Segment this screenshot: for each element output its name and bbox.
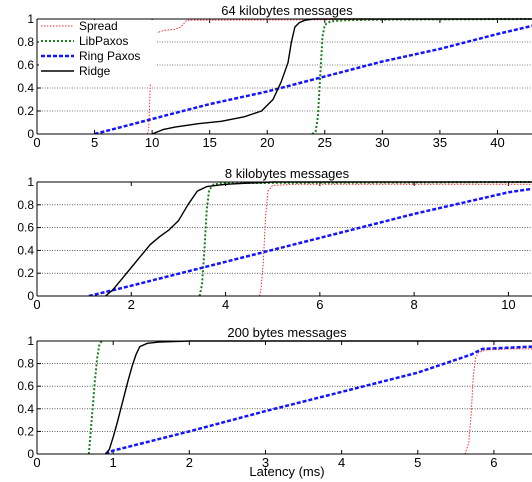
- x-tick-label: 15: [202, 135, 216, 150]
- y-tick-label: 0.6: [17, 58, 34, 72]
- x-tick-label: 20: [260, 135, 274, 150]
- x-tick-label: 3: [262, 455, 269, 470]
- legend-label: Spread: [79, 19, 118, 33]
- y-tick-label: 0.8: [17, 357, 34, 371]
- series-line-ridge: [151, 18, 532, 134]
- series-group: [94, 18, 532, 134]
- y-tick-label: 0.8: [17, 35, 34, 49]
- series-line-spread: [464, 348, 532, 454]
- y-tick-label: 0.2: [17, 424, 34, 438]
- legend-label: Ridge: [79, 64, 111, 78]
- series-line-libpaxos: [87, 340, 103, 454]
- series-line-spread: [147, 18, 532, 134]
- legend-label: LibPaxos: [79, 34, 128, 48]
- x-tick-label: 0: [33, 135, 40, 150]
- series-line-spread: [259, 183, 532, 296]
- legend-label: Ring Paxos: [79, 49, 140, 63]
- legend-background: [39, 20, 157, 84]
- series-line-ring-paxos: [94, 24, 532, 134]
- y-tick-label: 0.6: [17, 379, 34, 393]
- chart-title: 64 kilobytes messages: [221, 3, 353, 18]
- x-tick-label: 35: [433, 135, 447, 150]
- y-tick-label: 0.4: [17, 81, 34, 95]
- series-line-ring-paxos: [104, 345, 532, 454]
- series-line-libpaxos: [311, 18, 532, 134]
- y-tick-label: 0.8: [17, 198, 34, 212]
- x-tick-label: 4: [338, 455, 345, 470]
- x-tick-label: 10: [145, 135, 159, 150]
- x-tick-label: 40: [490, 135, 504, 150]
- y-tick-label: 1: [27, 12, 34, 26]
- series-line-ring-paxos: [88, 187, 532, 296]
- series-line-ridge: [104, 181, 532, 296]
- x-tick-label: 1: [110, 455, 117, 470]
- x-tick-label: 10: [501, 297, 515, 312]
- chart-panel-3: 200 bytes messages 0 0.2 0.4 0.6 0.8 1 0 1 2 3 4 5 6: [17, 325, 532, 470]
- y-tick-label: 0: [27, 127, 34, 141]
- y-tick-label: 0.2: [17, 266, 34, 280]
- x-tick-label: 30: [375, 135, 389, 150]
- series-line-libpaxos: [198, 181, 532, 296]
- y-tick-label: 0.6: [17, 221, 34, 235]
- y-tick-label: 1: [27, 175, 34, 189]
- chart-title: 8 kilobytes messages: [225, 166, 350, 181]
- y-tick-label: 0: [27, 447, 34, 461]
- x-tick-label: 4: [222, 297, 229, 312]
- x-tick-label: 5: [91, 135, 98, 150]
- chart-title: 200 bytes messages: [227, 325, 347, 340]
- x-tick-label: 25: [318, 135, 332, 150]
- x-axis-label: Latency (ms): [249, 464, 324, 479]
- x-tick-label: 2: [128, 297, 135, 312]
- y-tick-label: 0.4: [17, 402, 34, 416]
- x-tick-label: 2: [186, 455, 193, 470]
- y-tick-label: 0: [27, 289, 34, 303]
- y-tick-label: 0.4: [17, 243, 34, 257]
- y-tick-label: 1: [27, 334, 34, 348]
- series-group: [88, 181, 532, 296]
- x-tick-label: 5: [414, 455, 421, 470]
- y-tick-label: 0.2: [17, 104, 34, 118]
- x-tick-label: 8: [411, 297, 418, 312]
- x-tick-label: 6: [490, 455, 497, 470]
- series-group: [87, 340, 532, 454]
- x-tick-label: 6: [316, 297, 323, 312]
- x-tick-label: 0: [33, 455, 40, 470]
- x-tick-label: 0: [33, 297, 40, 312]
